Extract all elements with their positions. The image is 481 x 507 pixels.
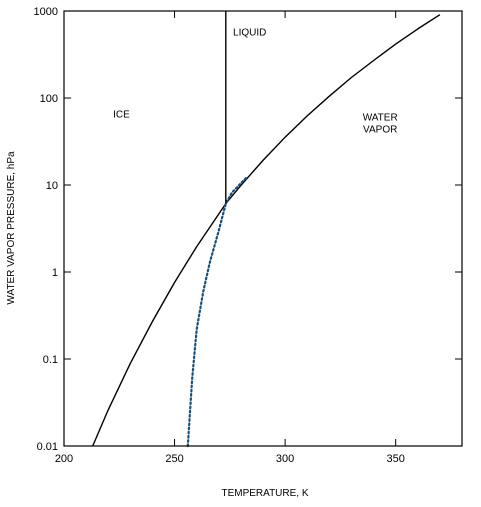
x-tick-label: 350	[386, 453, 404, 465]
y-tick-label: 0.01	[37, 441, 58, 453]
y-axis-title: WATER VAPOR PRESSURE, hPa	[6, 151, 17, 305]
y-tick-label: 0.1	[43, 354, 58, 366]
plot-frame	[63, 10, 463, 447]
y-tick-label: 100	[40, 93, 58, 105]
y-tick-label: 10	[46, 180, 58, 192]
y-tick-label: 1000	[34, 6, 58, 18]
plot-area: ICE LIQUID WATER VAPOR	[92, 11, 441, 448]
series-line-1	[92, 14, 441, 447]
region-label-1: ICE	[113, 109, 130, 120]
x-tick-label: 300	[276, 453, 294, 465]
x-tick-label: 250	[165, 453, 183, 465]
y-tick-label: 1	[52, 267, 58, 279]
x-axis-title: TEMPERATURE, K	[221, 488, 308, 499]
region-label-2: LIQUID	[233, 28, 266, 39]
series-line-2	[186, 175, 249, 448]
axes: 200 250 300 350 0.01 0.1 1 10 100 1000	[34, 6, 463, 465]
x-tick-label: 200	[55, 453, 73, 465]
region-label-3: WATER VAPOR	[363, 113, 398, 136]
